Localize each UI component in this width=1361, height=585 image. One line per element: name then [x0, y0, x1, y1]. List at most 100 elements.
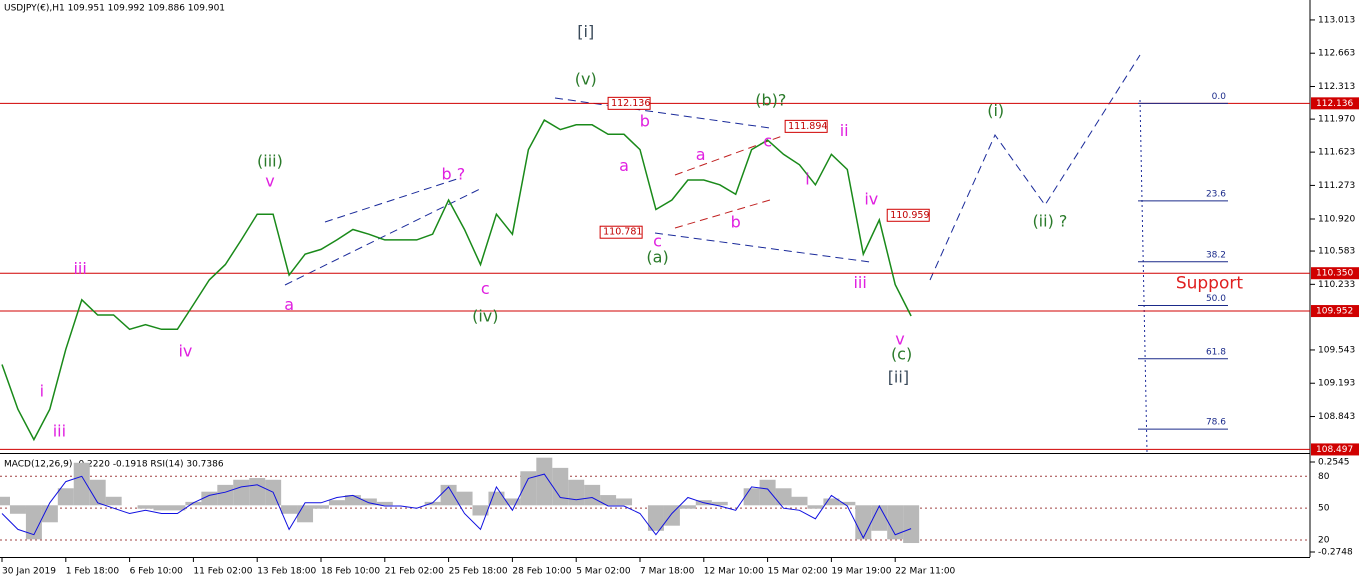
fib-label: 0.0: [1212, 92, 1227, 102]
fib-label: 78.6: [1206, 418, 1226, 428]
level-tag-label: 109.952: [1316, 307, 1353, 317]
wave-label: a: [619, 156, 629, 175]
wave-label: c: [653, 231, 662, 250]
macd-bar: [887, 505, 904, 540]
wave-label: (v): [575, 70, 597, 89]
price-tag-box: [599, 225, 643, 239]
macd-bar: [568, 479, 585, 506]
wave-label: [ii]: [888, 367, 909, 386]
level-tag: [1311, 443, 1359, 456]
wave-label: i: [805, 169, 809, 188]
macd-bar: [472, 505, 489, 516]
price-line: [1, 119, 912, 442]
macd-bar: [903, 505, 920, 544]
macd-bar: [584, 484, 601, 506]
x-tick-label: 6 Feb 10:00: [130, 567, 184, 577]
wave-label: Support: [1176, 274, 1244, 294]
macd-bar: [169, 505, 186, 511]
macd-bar: [743, 488, 760, 506]
macd-bar: [839, 501, 856, 506]
macd-bar: [73, 462, 90, 506]
level-tag-label: 110.350: [1316, 269, 1353, 279]
wave-label: i: [40, 382, 44, 401]
wave-label: (a): [646, 247, 668, 266]
level-tag: [1311, 305, 1359, 318]
y-tick-label: 109.543: [1318, 345, 1355, 355]
level-tag-label: 108.497: [1316, 445, 1353, 455]
macd-bar: [488, 491, 505, 506]
y-tick-label: 20: [1318, 536, 1330, 546]
wave-label: iv: [178, 342, 192, 361]
fib-label: 38.2: [1206, 250, 1226, 260]
x-tick-label: 25 Feb 18:00: [449, 567, 508, 577]
macd-bar: [536, 457, 553, 506]
price-tag-box: [886, 208, 930, 222]
y-tick-label: 113.013: [1318, 15, 1355, 25]
macd-bar: [185, 501, 202, 506]
macd-bar: [313, 505, 329, 509]
macd-bar: [41, 505, 58, 523]
wave-label: (ii) ?: [1032, 211, 1067, 230]
chart-title: USDJPY(€),H1 109.951 109.992 109.886 109…: [4, 4, 225, 14]
trendlines: [284, 54, 1148, 453]
macd-bar: [807, 505, 824, 509]
wave-label: iii: [53, 422, 66, 441]
wave-label: iii: [73, 259, 86, 278]
macd-bar: [791, 496, 808, 506]
wave-label: c: [763, 131, 772, 150]
price-tag: 112.136: [611, 98, 650, 109]
y-tick-label: 112.313: [1318, 82, 1355, 92]
y2-tick-label: 0.2545: [1318, 458, 1350, 468]
y2-tick-label: -0.2748: [1318, 548, 1353, 558]
wave-label: [i]: [577, 22, 594, 41]
macd-bar: [711, 501, 728, 506]
macd-bar: [775, 488, 792, 506]
price-tag: 110.781: [603, 227, 642, 238]
macd-bar: [759, 479, 776, 506]
macd-bar: [233, 479, 250, 506]
x-tick-label: 28 Feb 10:00: [512, 567, 571, 577]
x-tick-label: 18 Feb 10:00: [321, 567, 380, 577]
x-tick-label: 30 Jan 2019: [2, 567, 56, 577]
y-tick-label: 111.623: [1318, 148, 1355, 158]
macd-bar: [376, 501, 393, 506]
macd-bar: [9, 505, 26, 514]
wave-label: v: [895, 329, 904, 348]
y-tick-label: 80: [1318, 472, 1330, 482]
wave-label: iii: [853, 273, 866, 292]
indicator-title: MACD(12,26,9) -0.2220 -0.1918 RSI(14) 30…: [4, 460, 224, 470]
y-tick-label: 110.920: [1318, 214, 1355, 224]
trendline: [554, 97, 771, 129]
y-tick-label: 110.233: [1318, 280, 1355, 290]
macd-bar: [297, 505, 314, 523]
y-tick-label: 111.970: [1318, 115, 1355, 125]
wave-label: (iv): [472, 306, 498, 325]
trendline: [284, 187, 483, 286]
wave-label: b: [731, 212, 741, 231]
y-tick-label: 108.843: [1318, 412, 1355, 422]
macd-bar: [105, 496, 122, 506]
macd-bar: [217, 484, 234, 506]
macd-bar: [663, 505, 680, 526]
macd-bar: [616, 498, 633, 506]
macd-bar: [89, 479, 106, 506]
projection: [929, 54, 1141, 281]
macd-bar: [647, 505, 664, 531]
price-tag: 111.894: [788, 121, 827, 132]
y-tick-label: 109.193: [1318, 379, 1355, 389]
x-tick-label: 19 Mar 19:00: [831, 567, 891, 577]
macd-bar: [360, 498, 377, 506]
y-tick-label: 111.273: [1318, 181, 1355, 191]
fib-label: 50.0: [1206, 294, 1226, 304]
trendline: [654, 232, 871, 263]
y-tick-label: 112.663: [1318, 49, 1355, 59]
macd-bar: [344, 495, 361, 506]
x-tick-label: 15 Mar 02:00: [768, 567, 828, 577]
price-tag: 110.959: [890, 210, 929, 221]
x-tick-label: 1 Feb 18:00: [66, 567, 120, 577]
macd-bar: [871, 505, 888, 531]
wave-label: a: [696, 145, 706, 164]
macd-bar: [456, 491, 473, 506]
trendline: [674, 134, 786, 176]
